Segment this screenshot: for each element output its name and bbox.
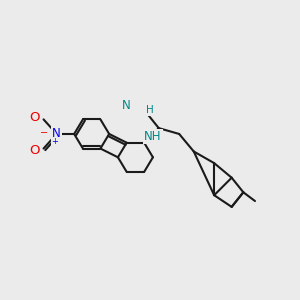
Text: N: N — [122, 99, 130, 112]
Text: O: O — [29, 143, 40, 157]
Text: NH: NH — [144, 130, 162, 143]
Text: +: + — [51, 137, 58, 146]
Text: O: O — [29, 111, 40, 124]
Text: −: − — [40, 128, 48, 138]
Text: N: N — [52, 128, 61, 140]
Text: H: H — [146, 105, 153, 115]
